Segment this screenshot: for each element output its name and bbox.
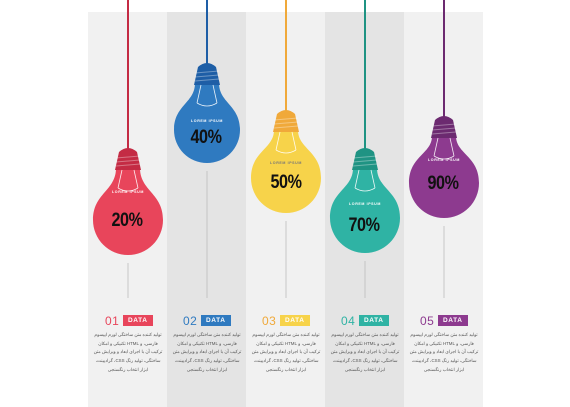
bulb-5-lorem: LOREM IPSUM — [428, 158, 460, 162]
bulb-2-cap-line — [194, 78, 220, 82]
bulb-2-cap-line — [194, 74, 220, 78]
bulb-5-cap — [431, 116, 457, 138]
bulb-1-cap-line — [115, 159, 141, 163]
bulb-2-percent: 40% — [190, 127, 222, 148]
bulb-1-filament — [117, 169, 139, 192]
item-1-number: 01 — [105, 314, 120, 328]
bulb-5-cap-line — [431, 123, 457, 127]
item-2-tag: DATA — [201, 315, 231, 326]
bulb-4-glass — [330, 168, 400, 253]
bulb-2-glass — [174, 83, 240, 163]
bulb-2-filament — [196, 84, 218, 107]
item-3-description: تولید کننده متن ساختگی لورم ایپسوم فارسی… — [251, 332, 321, 372]
bulb-5-filament — [433, 137, 455, 160]
item-5-tag: DATA — [438, 315, 468, 326]
bulb-3-percent: 50% — [270, 172, 302, 193]
item-3-tag: DATA — [280, 315, 310, 326]
bulb-3-cap-line — [273, 121, 299, 125]
bulb-4-cap-line — [352, 155, 378, 159]
item-4-number: 04 — [341, 314, 356, 328]
bulb-2-cap — [194, 63, 220, 85]
bulb-1-cap-line — [115, 155, 141, 159]
bulb-3-lorem: LOREM IPSUM — [270, 161, 302, 165]
bulb-1-percent: 20% — [111, 210, 143, 231]
bulb-4-lorem: LOREM IPSUM — [349, 202, 381, 206]
bulb-4-cap-line — [352, 163, 378, 167]
bulb-1-glass — [93, 168, 163, 255]
bulb-5-glass — [409, 136, 479, 218]
bulb-4-percent: 70% — [348, 215, 380, 236]
bulb-3-cap-line — [273, 117, 299, 121]
item-3-number: 03 — [262, 314, 277, 328]
bulb-3-filament — [275, 131, 297, 154]
bulb-2-cap-line — [194, 70, 220, 74]
item-2-number: 02 — [183, 314, 198, 328]
item-4-description: تولید کننده متن ساختگی لورم ایپسوم فارسی… — [330, 332, 400, 372]
bulb-5-percent: 90% — [427, 173, 459, 194]
bulb-5-cap-line — [431, 127, 457, 131]
item-5-description: تولید کننده متن ساختگی لورم ایپسوم فارسی… — [409, 332, 479, 372]
item-5-number: 05 — [420, 314, 435, 328]
bulb-2-lorem: LOREM IPSUM — [191, 119, 223, 123]
bulb-4-cap-line — [352, 159, 378, 163]
bulb-1-cap — [115, 148, 141, 170]
bulb-1-cap-line — [115, 163, 141, 167]
bulb-3-cap — [273, 110, 299, 132]
item-2-description: تولید کننده متن ساختگی لورم ایپسوم فارسی… — [172, 332, 242, 372]
item-1-description: تولید کننده متن ساختگی لورم ایپسوم فارسی… — [93, 332, 163, 372]
item-1-tag: DATA — [123, 315, 153, 326]
bulb-3-glass — [251, 130, 321, 213]
bulb-4-cap — [352, 148, 378, 170]
item-4-tag: DATA — [359, 315, 389, 326]
bulb-3-cap-line — [273, 125, 299, 129]
bulb-1-lorem: LOREM IPSUM — [112, 190, 144, 194]
bulb-4-filament — [354, 169, 376, 192]
bulb-5-cap-line — [431, 131, 457, 135]
